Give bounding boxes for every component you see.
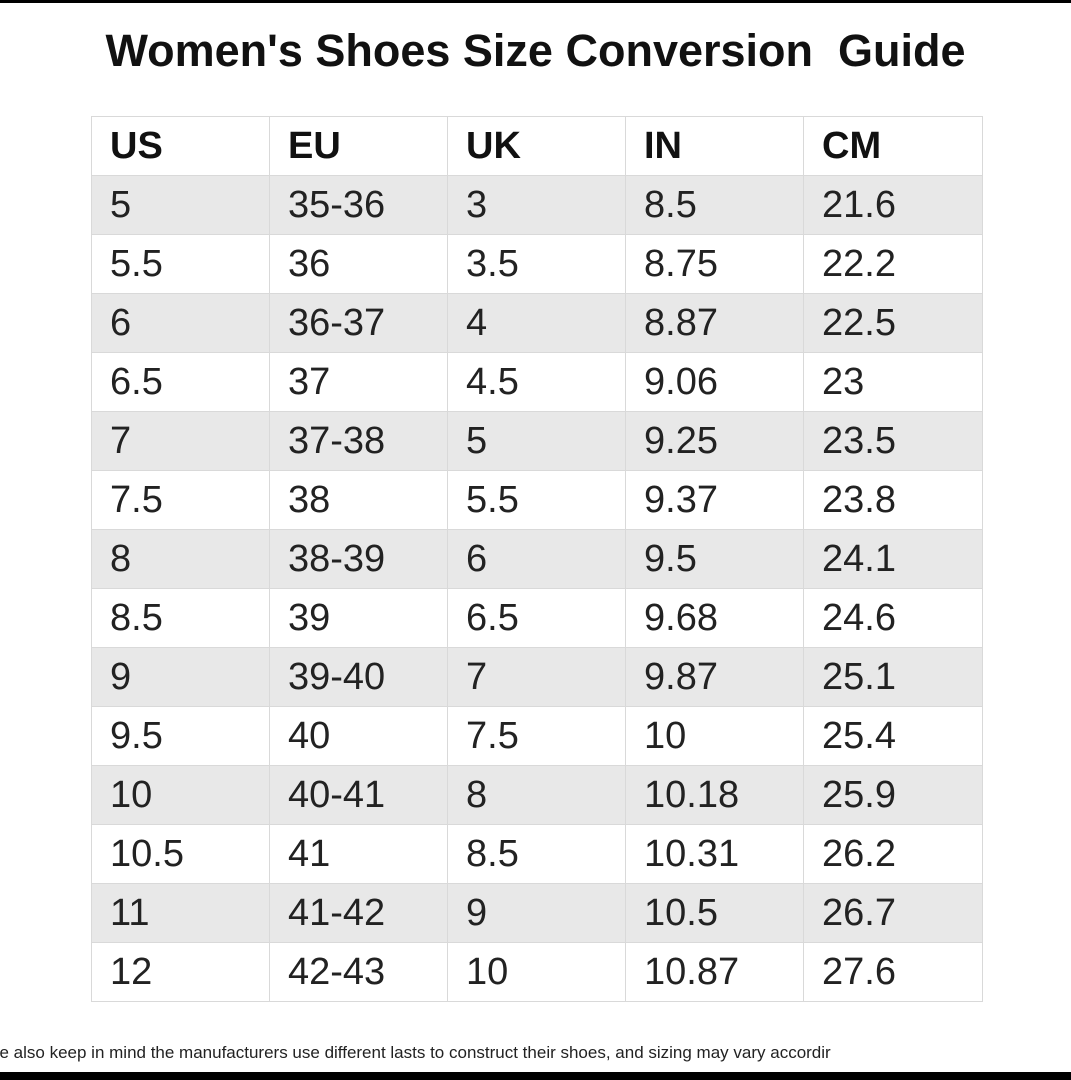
cell-in: 10.5 [625,883,804,943]
cell-cm: 21.6 [803,175,983,235]
cell-uk: 9 [447,883,626,943]
cell-eu: 38-39 [269,529,448,589]
cell-us: 5.5 [91,234,270,294]
cell-uk: 10 [447,942,626,1002]
cell-us: 7 [91,411,270,471]
cell-in: 10 [625,706,804,766]
cell-eu: 38 [269,470,448,530]
cell-cm: 23.5 [803,411,983,471]
cell-eu: 39-40 [269,647,448,707]
cell-uk: 4 [447,293,626,353]
cell-cm: 26.7 [803,883,983,943]
cell-uk: 3.5 [447,234,626,294]
table-row: 8.5 39 6.5 9.68 24.6 [91,588,983,648]
table-row: 8 38-39 6 9.5 24.1 [91,529,983,589]
cell-us: 8.5 [91,588,270,648]
cell-in: 9.37 [625,470,804,530]
cell-us: 7.5 [91,470,270,530]
cell-eu: 41-42 [269,883,448,943]
cell-eu: 35-36 [269,175,448,235]
cell-cm: 25.4 [803,706,983,766]
header-cm: CM [803,116,983,176]
size-guide-sheet: Women's Shoes Size Conversion Guide US E… [0,3,1071,1072]
cell-us: 9.5 [91,706,270,766]
cell-eu: 40 [269,706,448,766]
cell-us: 6.5 [91,352,270,412]
cell-in: 8.87 [625,293,804,353]
table-row: 5.5 36 3.5 8.75 22.2 [91,234,983,294]
table-row: 7.5 38 5.5 9.37 23.8 [91,470,983,530]
footnote: se also keep in mind the manufacturers u… [0,1043,831,1062]
cell-eu: 36-37 [269,293,448,353]
cell-eu: 37-38 [269,411,448,471]
cell-us: 8 [91,529,270,589]
cell-in: 10.87 [625,942,804,1002]
table-row: 10.5 41 8.5 10.31 26.2 [91,824,983,884]
cell-in: 8.5 [625,175,804,235]
cell-cm: 25.9 [803,765,983,825]
table-body: 5 35-36 3 8.5 21.6 5.5 36 3.5 8.75 22.2 6 36-37 4 8.8… [91,175,983,1002]
table-row: 6 36-37 4 8.87 22.5 [91,293,983,353]
table-row: 5 35-36 3 8.5 21.6 [91,175,983,235]
cell-us: 6 [91,293,270,353]
table-row: 9.5 40 7.5 10 25.4 [91,706,983,766]
cell-uk: 8 [447,765,626,825]
cell-uk: 8.5 [447,824,626,884]
cell-in: 9.25 [625,411,804,471]
cell-in: 9.5 [625,529,804,589]
cell-uk: 3 [447,175,626,235]
cell-us: 9 [91,647,270,707]
cell-in: 10.18 [625,765,804,825]
header-eu: EU [269,116,448,176]
cell-uk: 5 [447,411,626,471]
cell-uk: 5.5 [447,470,626,530]
cell-us: 10.5 [91,824,270,884]
cell-cm: 26.2 [803,824,983,884]
cell-cm: 23 [803,352,983,412]
cell-uk: 6 [447,529,626,589]
cell-us: 11 [91,883,270,943]
cell-in: 10.31 [625,824,804,884]
cell-uk: 6.5 [447,588,626,648]
cell-eu: 42-43 [269,942,448,1002]
size-conversion-table: US EU UK IN CM 5 35-36 3 8.5 21.6 5.5 36 3.5 8.7… [91,116,983,1002]
cell-eu: 37 [269,352,448,412]
cell-uk: 4.5 [447,352,626,412]
cell-eu: 39 [269,588,448,648]
cell-us: 10 [91,765,270,825]
table-row: 7 37-38 5 9.25 23.5 [91,411,983,471]
cell-us: 5 [91,175,270,235]
cell-uk: 7.5 [447,706,626,766]
cell-uk: 7 [447,647,626,707]
table-row: 6.5 37 4.5 9.06 23 [91,352,983,412]
cell-in: 9.06 [625,352,804,412]
cell-cm: 24.6 [803,588,983,648]
cell-eu: 40-41 [269,765,448,825]
cell-eu: 41 [269,824,448,884]
table-row: 9 39-40 7 9.87 25.1 [91,647,983,707]
cell-cm: 22.2 [803,234,983,294]
table-row: 10 40-41 8 10.18 25.9 [91,765,983,825]
table-header-row: US EU UK IN CM [91,116,983,176]
cell-in: 9.68 [625,588,804,648]
cell-cm: 27.6 [803,942,983,1002]
cell-in: 8.75 [625,234,804,294]
cell-eu: 36 [269,234,448,294]
cell-cm: 24.1 [803,529,983,589]
page-title: Women's Shoes Size Conversion Guide [105,25,966,76]
header-us: US [91,116,270,176]
table-row: 11 41-42 9 10.5 26.7 [91,883,983,943]
cell-cm: 22.5 [803,293,983,353]
header-uk: UK [447,116,626,176]
header-in: IN [625,116,804,176]
cell-cm: 25.1 [803,647,983,707]
table-row: 12 42-43 10 10.87 27.6 [91,942,983,1002]
cell-cm: 23.8 [803,470,983,530]
cell-in: 9.87 [625,647,804,707]
cell-us: 12 [91,942,270,1002]
